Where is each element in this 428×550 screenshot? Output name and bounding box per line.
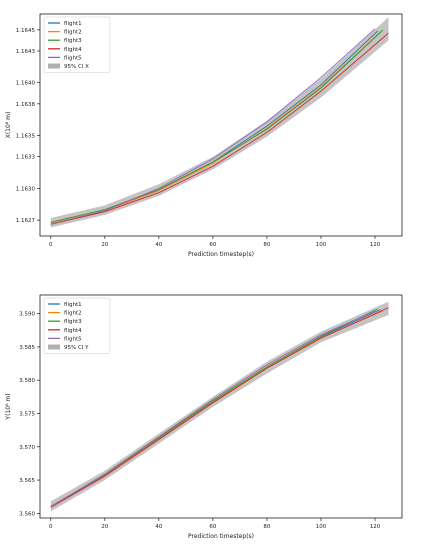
legend-label-flight3: flight3 xyxy=(64,38,82,44)
series-line-flight3 xyxy=(50,308,378,508)
y-tick-label: 3.580 xyxy=(19,378,35,384)
x-tick-label: 120 xyxy=(370,524,381,530)
x-tick-label: 20 xyxy=(101,524,108,530)
y-tick-label: 3.570 xyxy=(19,445,35,451)
y-tick-label: 3.590 xyxy=(19,312,35,318)
legend-label-flight5: flight5 xyxy=(64,336,82,342)
legend-label-ci: 95% CI X xyxy=(64,64,89,70)
chart-2: 0 20 40 60 80 100 120 3.560 3.565 3.570 3.575 3.580… xyxy=(5,294,403,540)
x-tick-label: 0 xyxy=(49,242,53,248)
series-line-flight5 xyxy=(50,28,376,225)
x-tick-label: 40 xyxy=(155,524,162,530)
legend-box xyxy=(43,16,111,73)
y-tick-label: 1.1638 xyxy=(16,102,36,108)
legend-label-flight4: flight4 xyxy=(64,328,82,334)
x-tick-label: 60 xyxy=(209,524,216,530)
legend-label-flight1: flight1 xyxy=(64,302,82,308)
plot-frame xyxy=(39,294,403,519)
legend-label-flight2: flight2 xyxy=(64,311,82,317)
legend-label-flight2: flight2 xyxy=(64,30,82,36)
y-tick-label: 1.1643 xyxy=(16,49,36,55)
y-tick-label: 1.1627 xyxy=(16,218,36,224)
y-tick-label: 1.1630 xyxy=(16,186,36,192)
x-tick-label: 40 xyxy=(155,242,162,248)
x-tick-label: 120 xyxy=(370,242,381,248)
legend-label-ci: 95% CI Y xyxy=(64,345,89,351)
chart-1: 0 20 40 60 80 100 120 1.1627 1.1630 1.1633 1.1635 1… xyxy=(5,13,403,258)
y-axis-label: X(10⁶ m) xyxy=(5,112,12,139)
y-tick-label: 3.560 xyxy=(19,511,35,517)
legend-label-flight5: flight5 xyxy=(64,55,82,61)
y-tick-label: 1.1635 xyxy=(16,134,36,140)
y-axis-label: Y(10⁶ m) xyxy=(5,393,12,420)
x-axis-label: Prediction timestep(s) xyxy=(188,251,254,258)
x-tick-label: 80 xyxy=(263,524,270,530)
legend-label-flight3: flight3 xyxy=(64,319,82,325)
x-tick-label: 60 xyxy=(209,242,216,248)
y-tick-label: 1.1640 xyxy=(16,81,36,87)
series-line-flight4 xyxy=(50,307,389,508)
legend-label-flight1: flight1 xyxy=(64,21,82,27)
y-tick-label: 1.1633 xyxy=(16,155,36,161)
y-tick-label: 1.1645 xyxy=(16,28,36,34)
x-tick-label: 100 xyxy=(316,524,327,530)
series-line-flight5 xyxy=(50,310,376,508)
legend-box xyxy=(43,297,111,354)
y-tick-label: 3.565 xyxy=(19,478,35,484)
x-tick-label: 20 xyxy=(101,242,108,248)
series-line-flight4 xyxy=(50,32,389,225)
y-tick-label: 3.585 xyxy=(19,345,35,351)
x-tick-label: 100 xyxy=(316,242,327,248)
legend-swatch-ci xyxy=(48,63,60,69)
series-line-flight2 xyxy=(50,310,384,507)
plot-frame xyxy=(39,13,403,237)
x-tick-label: 0 xyxy=(49,524,53,530)
legend-label-flight4: flight4 xyxy=(64,47,82,53)
ci-band xyxy=(50,301,389,512)
x-tick-label: 80 xyxy=(263,242,270,248)
legend-swatch-ci xyxy=(48,344,60,350)
y-tick-label: 3.575 xyxy=(19,411,35,417)
series-line-flight3 xyxy=(50,29,384,223)
x-axis-label: Prediction timestep(s) xyxy=(188,533,254,540)
